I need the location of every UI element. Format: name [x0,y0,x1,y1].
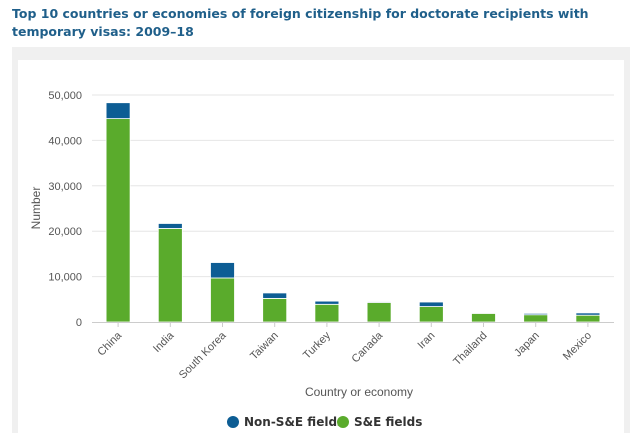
y-axis-label: Number [29,187,43,230]
x-tick-label: Japan [512,330,542,360]
bar-non-se-fields[interactable] [314,300,340,305]
bar-non-se-fields[interactable] [262,292,288,299]
gridlines [92,94,614,278]
y-tick-label: 40,000 [48,135,82,147]
legend-label: S&E fields [354,415,422,429]
legend-non-se-fields[interactable]: Non-S&E fields [227,415,344,429]
bar-se-fields[interactable] [418,306,444,323]
x-tick-label: Thailand [451,330,489,368]
y-tick-label: 0 [76,317,82,329]
x-tick-label: India [151,329,177,355]
y-tick-label: 10,000 [48,272,82,284]
bar-se-fields[interactable] [471,312,496,323]
chart-title: Top 10 countries or economies of foreign… [12,6,589,39]
legend: Non-S&E fields S&E fields [227,415,422,429]
legend-marker [337,416,349,428]
legend-label: Non-S&E fields [244,415,344,429]
bar-se-fields[interactable] [314,303,340,323]
x-tick-label: Canada [349,329,385,365]
legend-se-fields[interactable]: S&E fields [337,415,422,429]
y-tick-label: 30,000 [48,181,82,193]
bar-non-se-fields[interactable] [575,312,601,316]
y-tick-label: 20,000 [48,226,82,238]
bar-non-se-fields[interactable] [105,102,131,120]
x-tick-label: South Korea [177,329,229,381]
bar-se-fields[interactable] [366,302,392,323]
x-tick-label: Mexico [561,330,594,363]
x-axis-ticks: China India South Korea Taiwan Turkey Canada I… [95,322,594,381]
bar-non-se-fields[interactable] [418,301,444,307]
bar-non-se-fields[interactable] [366,301,392,303]
x-axis-label: Country or economy [305,385,413,399]
x-tick-label: China [95,329,124,358]
x-tick-label: Taiwan [248,330,281,363]
bar-non-se-fields[interactable] [210,262,235,279]
bars [105,102,601,323]
bar-se-fields[interactable] [210,277,235,323]
bar-se-fields[interactable] [262,297,288,323]
bar-se-fields[interactable] [105,118,131,323]
bar-se-fields[interactable] [575,314,601,323]
legend-marker [227,416,239,428]
x-tick-label: Iran [416,330,438,352]
y-axis-ticks: 0 10,000 20,000 30,000 40,000 50,000 [48,90,82,329]
x-tick-label: Turkey [301,329,333,361]
bar-se-fields[interactable] [157,228,183,323]
y-tick-label: 50,000 [48,90,82,102]
bar-non-se-fields[interactable] [157,223,183,229]
bar-se-fields[interactable] [523,314,549,323]
bar-non-se-fields[interactable] [523,312,549,316]
